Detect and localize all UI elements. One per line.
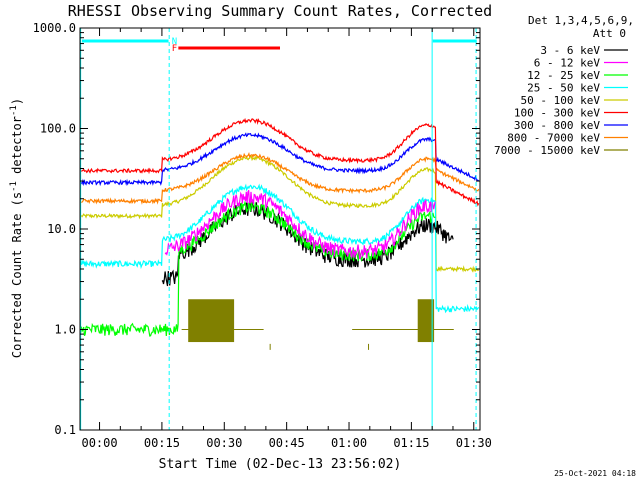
x-tick-label-0: 00:00	[81, 436, 117, 450]
flag-n-label: N	[172, 37, 177, 47]
y-tick-label-0: 0.1	[54, 423, 76, 437]
series-line-1	[164, 190, 436, 260]
y-tick-label-4: 1000.0	[33, 21, 76, 35]
series-block-8-0	[188, 299, 235, 343]
chart-title: RHESSI Observing Summary Count Rates, Co…	[68, 2, 492, 20]
x-tick-label-5: 01:15	[393, 436, 429, 450]
axes: 0.1 1.0 10.0 100.0 1000.0 00:00 00:15 00:30 00:4…	[33, 21, 492, 450]
series-line-2	[80, 200, 436, 337]
series-block-8-1	[417, 299, 435, 343]
x-tick-label-6: 01:30	[456, 436, 492, 450]
series-line-5	[80, 117, 480, 207]
x-tick-label-4: 01:00	[331, 436, 367, 450]
legend-header-line-2: Att 0	[593, 27, 626, 40]
y-tick-label-3: 100.0	[40, 122, 76, 136]
series-line-6	[80, 132, 480, 187]
flag-f-label: F	[172, 44, 177, 54]
series-line-7	[80, 151, 480, 205]
y-tick-label-1: 1.0	[54, 323, 76, 337]
legend-label-3: 25 - 50 keV	[527, 82, 600, 95]
legend-label-7: 800 - 7000 keV	[507, 132, 600, 145]
series-line-4	[80, 155, 479, 273]
x-tick-label-2: 00:30	[206, 436, 242, 450]
legend-label-2: 12 - 25 keV	[527, 69, 600, 82]
legend-label-6: 300 - 800 keV	[514, 119, 600, 132]
series-line-8	[181, 329, 454, 350]
legend-label-8: 7000 - 15000 keV	[494, 144, 600, 157]
legend-header-line-1: Det 1,3,4,5,6,9,	[528, 14, 634, 27]
legend-label-4: 50 - 100 keV	[521, 94, 601, 107]
y-axis-label: Corrected Count Rate (s-1 detector-1)	[9, 98, 24, 358]
legend-label-1: 6 - 12 keV	[534, 57, 601, 70]
plot-area: NF	[80, 28, 480, 430]
legend-label-5: 100 - 300 keV	[514, 107, 600, 120]
legend-label-0: 3 - 6 keV	[540, 44, 600, 57]
x-tick-label-1: 00:15	[144, 436, 180, 450]
x-tick-label-3: 00:45	[269, 436, 305, 450]
series-line-3	[80, 183, 480, 314]
footer-date: 25-Oct-2021 04:18	[554, 469, 636, 478]
y-tick-label-2: 10.0	[47, 222, 76, 236]
x-axis-label: Start Time (02-Dec-13 23:56:02)	[159, 457, 402, 472]
